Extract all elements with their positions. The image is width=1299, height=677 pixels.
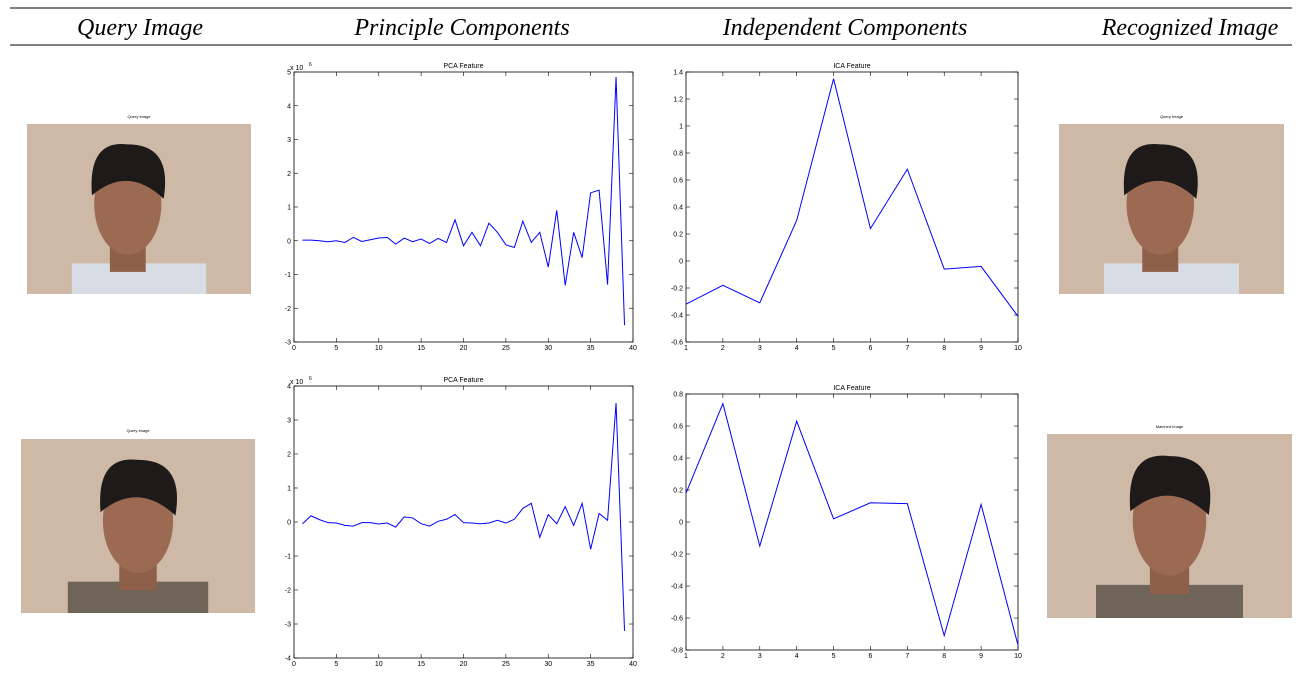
photo — [1059, 124, 1284, 294]
x-tick-label: 10 — [1014, 345, 1022, 352]
y-tick-label: -2 — [285, 588, 291, 595]
y-tick-label: 3 — [287, 137, 291, 144]
x-tick-label: 15 — [417, 345, 425, 352]
x-tick-label: 1 — [684, 653, 688, 660]
x-tick-label: 35 — [587, 345, 595, 352]
image-title: Matched Image — [1156, 424, 1184, 429]
page: {"table": {"headers": ["Query Image", "P… — [0, 0, 1299, 677]
x-tick-label: 6 — [868, 345, 872, 352]
column-header: Recognized Image — [1101, 15, 1279, 41]
y-tick-label: 0.8 — [673, 392, 683, 399]
y-tick-label: 0.2 — [673, 488, 683, 495]
x-tick-label: 5 — [334, 345, 338, 352]
x-tick-label: 7 — [905, 653, 909, 660]
plot-frame — [686, 394, 1018, 650]
x-tick-label: 10 — [1014, 653, 1022, 660]
image-title: Query Image — [126, 428, 150, 433]
x-tick-label: 35 — [587, 661, 595, 668]
y-tick-label: 1 — [287, 486, 291, 493]
x-tick-label: 2 — [721, 653, 725, 660]
y-tick-label: 1 — [679, 124, 683, 131]
y-tick-label: 0.2 — [673, 232, 683, 239]
photo — [21, 439, 255, 613]
y-tick-label: 1.2 — [673, 97, 683, 104]
x-tick-label: 5 — [832, 345, 836, 352]
y-tick-label: -0.8 — [671, 648, 683, 655]
y-tick-label: -2 — [285, 306, 291, 313]
chart-title: PCA Feature — [443, 63, 483, 70]
x-tick-label: 1 — [684, 345, 688, 352]
y-tick-label: 0.6 — [673, 424, 683, 431]
x-tick-label: 3 — [758, 345, 762, 352]
y-tick-label: -0.4 — [671, 313, 683, 320]
x-tick-label: 9 — [979, 653, 983, 660]
y-scale-label: x 10 — [290, 379, 303, 386]
y-tick-label: -3 — [285, 340, 291, 347]
y-tick-label: -3 — [285, 622, 291, 629]
x-tick-label: 2 — [721, 345, 725, 352]
y-tick-label: -0.6 — [671, 616, 683, 623]
x-tick-label: 5 — [334, 661, 338, 668]
y-scale-label: x 10 — [290, 65, 303, 72]
chart-title: ICA Feature — [833, 385, 870, 392]
y-tick-label: 4 — [287, 103, 291, 110]
x-tick-label: 6 — [868, 653, 872, 660]
photo — [1047, 434, 1292, 618]
x-tick-label: 20 — [460, 661, 468, 668]
x-tick-label: 25 — [502, 661, 510, 668]
x-tick-label: 4 — [795, 345, 799, 352]
y-tick-label: -1 — [285, 272, 291, 279]
x-tick-label: 40 — [629, 345, 637, 352]
x-tick-label: 4 — [795, 653, 799, 660]
y-scale-exponent: 6 — [309, 62, 312, 68]
plot-frame — [686, 72, 1018, 342]
x-tick-label: 10 — [375, 345, 383, 352]
y-tick-label: 2 — [287, 171, 291, 178]
x-tick-label: 30 — [544, 345, 552, 352]
x-tick-label: 0 — [292, 345, 296, 352]
y-tick-label: 0.8 — [673, 151, 683, 158]
column-header: Principle Components — [353, 15, 569, 41]
y-tick-label: 0.4 — [673, 456, 683, 463]
plot-frame — [294, 72, 633, 342]
y-tick-label: -0.2 — [671, 286, 683, 293]
y-tick-label: 0 — [679, 259, 683, 266]
x-tick-label: 9 — [979, 345, 983, 352]
column-header: Query Image — [77, 15, 203, 41]
y-tick-label: -4 — [285, 656, 291, 663]
x-tick-label: 8 — [942, 345, 946, 352]
y-tick-label: -0.6 — [671, 340, 683, 347]
x-tick-label: 30 — [544, 661, 552, 668]
y-tick-label: -0.4 — [671, 584, 683, 591]
y-tick-label: 3 — [287, 418, 291, 425]
figure: Query Image Principle Components Indepen… — [0, 0, 1299, 677]
y-tick-label: -1 — [285, 554, 291, 561]
y-tick-label: 1 — [287, 205, 291, 212]
y-tick-label: 0 — [287, 520, 291, 527]
y-tick-label: 0 — [679, 520, 683, 527]
x-tick-label: 25 — [502, 345, 510, 352]
y-scale-exponent: 6 — [309, 376, 312, 382]
chart-title: ICA Feature — [833, 63, 870, 70]
x-tick-label: 5 — [832, 653, 836, 660]
x-tick-label: 20 — [460, 345, 468, 352]
x-tick-label: 7 — [905, 345, 909, 352]
x-tick-label: 10 — [375, 661, 383, 668]
column-header: Independent Components — [722, 15, 968, 41]
y-tick-label: 0 — [287, 238, 291, 245]
y-tick-label: 0.4 — [673, 205, 683, 212]
photo — [27, 124, 251, 294]
image-title: Query Image — [127, 114, 151, 119]
y-tick-label: 2 — [287, 452, 291, 459]
x-tick-label: 3 — [758, 653, 762, 660]
y-tick-label: 0.6 — [673, 178, 683, 185]
image-title: Query Image — [1160, 114, 1184, 119]
x-tick-label: 0 — [292, 661, 296, 668]
y-tick-label: 1.4 — [673, 70, 683, 77]
x-tick-label: 40 — [629, 661, 637, 668]
chart-title: PCA Feature — [443, 377, 483, 384]
x-tick-label: 8 — [942, 653, 946, 660]
x-tick-label: 15 — [417, 661, 425, 668]
y-tick-label: -0.2 — [671, 552, 683, 559]
